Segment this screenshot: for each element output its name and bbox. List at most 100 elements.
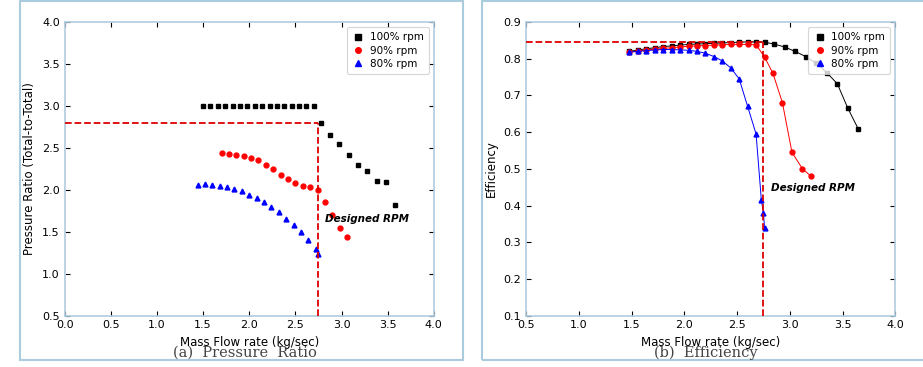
90% rpm bbox=[777, 101, 788, 105]
80% rpm bbox=[666, 47, 677, 52]
100% rpm bbox=[632, 48, 643, 52]
100% rpm bbox=[271, 104, 282, 108]
90% rpm bbox=[282, 177, 294, 181]
100% rpm bbox=[725, 40, 737, 45]
100% rpm bbox=[717, 41, 728, 45]
80% rpm bbox=[675, 48, 686, 52]
80% rpm bbox=[303, 238, 314, 242]
100% rpm bbox=[708, 41, 719, 46]
100% rpm bbox=[212, 104, 223, 108]
80% rpm bbox=[199, 182, 210, 186]
100% rpm bbox=[750, 40, 761, 44]
90% rpm bbox=[700, 43, 711, 48]
80% rpm bbox=[750, 132, 761, 136]
80% rpm bbox=[266, 205, 277, 210]
90% rpm bbox=[683, 44, 694, 48]
100% rpm bbox=[324, 133, 335, 138]
100% rpm bbox=[658, 44, 669, 49]
90% rpm bbox=[275, 172, 286, 177]
100% rpm bbox=[853, 127, 864, 131]
80% rpm bbox=[236, 189, 247, 194]
90% rpm bbox=[806, 174, 817, 178]
80% rpm bbox=[649, 48, 660, 52]
100% rpm bbox=[362, 169, 373, 174]
100% rpm bbox=[675, 43, 686, 47]
90% rpm bbox=[327, 213, 338, 217]
90% rpm bbox=[246, 156, 257, 160]
100% rpm bbox=[286, 104, 297, 108]
90% rpm bbox=[708, 43, 719, 47]
80% rpm bbox=[310, 246, 321, 251]
80% rpm bbox=[222, 185, 233, 189]
80% rpm bbox=[295, 229, 306, 234]
100% rpm bbox=[279, 104, 290, 108]
80% rpm bbox=[214, 184, 225, 188]
80% rpm bbox=[273, 210, 284, 215]
90% rpm bbox=[268, 167, 279, 171]
80% rpm bbox=[742, 104, 753, 109]
100% rpm bbox=[779, 45, 790, 49]
100% rpm bbox=[343, 152, 354, 157]
80% rpm bbox=[758, 211, 769, 215]
100% rpm bbox=[308, 104, 319, 108]
100% rpm bbox=[821, 70, 833, 75]
100% rpm bbox=[220, 104, 231, 108]
80% rpm bbox=[258, 200, 270, 204]
100% rpm bbox=[294, 104, 305, 108]
Y-axis label: Pressure Ratio (Total-to-Total): Pressure Ratio (Total-to-Total) bbox=[23, 82, 36, 255]
100% rpm bbox=[234, 104, 246, 108]
100% rpm bbox=[843, 106, 854, 110]
100% rpm bbox=[832, 81, 843, 86]
100% rpm bbox=[205, 104, 216, 108]
Y-axis label: Efficiency: Efficiency bbox=[485, 141, 497, 197]
80% rpm bbox=[708, 54, 719, 59]
80% rpm bbox=[229, 187, 240, 191]
80% rpm bbox=[700, 51, 711, 55]
100% rpm bbox=[371, 179, 382, 184]
Line: 90% rpm: 90% rpm bbox=[219, 150, 350, 239]
Line: 90% rpm: 90% rpm bbox=[627, 42, 813, 179]
100% rpm bbox=[742, 40, 753, 44]
90% rpm bbox=[238, 154, 249, 159]
80% rpm bbox=[251, 196, 262, 200]
100% rpm bbox=[649, 46, 660, 50]
100% rpm bbox=[800, 54, 811, 59]
Line: 100% rpm: 100% rpm bbox=[200, 103, 398, 207]
90% rpm bbox=[641, 48, 652, 52]
80% rpm bbox=[759, 225, 770, 230]
90% rpm bbox=[717, 43, 728, 47]
90% rpm bbox=[297, 184, 308, 188]
90% rpm bbox=[624, 50, 635, 54]
80% rpm bbox=[734, 77, 745, 81]
Legend: 100% rpm, 90% rpm, 80% rpm: 100% rpm, 90% rpm, 80% rpm bbox=[809, 27, 890, 74]
100% rpm bbox=[353, 163, 364, 167]
Line: 80% rpm: 80% rpm bbox=[627, 47, 767, 230]
80% rpm bbox=[207, 182, 218, 187]
100% rpm bbox=[242, 104, 253, 108]
100% rpm bbox=[683, 42, 694, 47]
100% rpm bbox=[257, 104, 268, 108]
Legend: 100% rpm, 90% rpm, 80% rpm: 100% rpm, 90% rpm, 80% rpm bbox=[347, 27, 428, 74]
80% rpm bbox=[313, 252, 324, 257]
100% rpm bbox=[264, 104, 275, 108]
80% rpm bbox=[641, 48, 652, 53]
90% rpm bbox=[691, 44, 702, 48]
Text: Designed RPM: Designed RPM bbox=[771, 183, 855, 193]
X-axis label: Mass Flow rate (kg/sec): Mass Flow rate (kg/sec) bbox=[641, 336, 780, 349]
90% rpm bbox=[742, 42, 753, 47]
100% rpm bbox=[691, 42, 702, 46]
100% rpm bbox=[769, 42, 780, 46]
90% rpm bbox=[223, 152, 234, 156]
80% rpm bbox=[658, 47, 669, 52]
80% rpm bbox=[192, 182, 203, 187]
90% rpm bbox=[632, 49, 643, 53]
90% rpm bbox=[767, 71, 778, 76]
100% rpm bbox=[301, 104, 312, 108]
90% rpm bbox=[305, 185, 316, 189]
100% rpm bbox=[316, 120, 327, 125]
90% rpm bbox=[786, 150, 797, 155]
Text: Designed RPM: Designed RPM bbox=[325, 214, 409, 224]
Text: (b)  Efficiency: (b) Efficiency bbox=[654, 345, 758, 360]
90% rpm bbox=[319, 200, 330, 204]
80% rpm bbox=[632, 49, 643, 54]
